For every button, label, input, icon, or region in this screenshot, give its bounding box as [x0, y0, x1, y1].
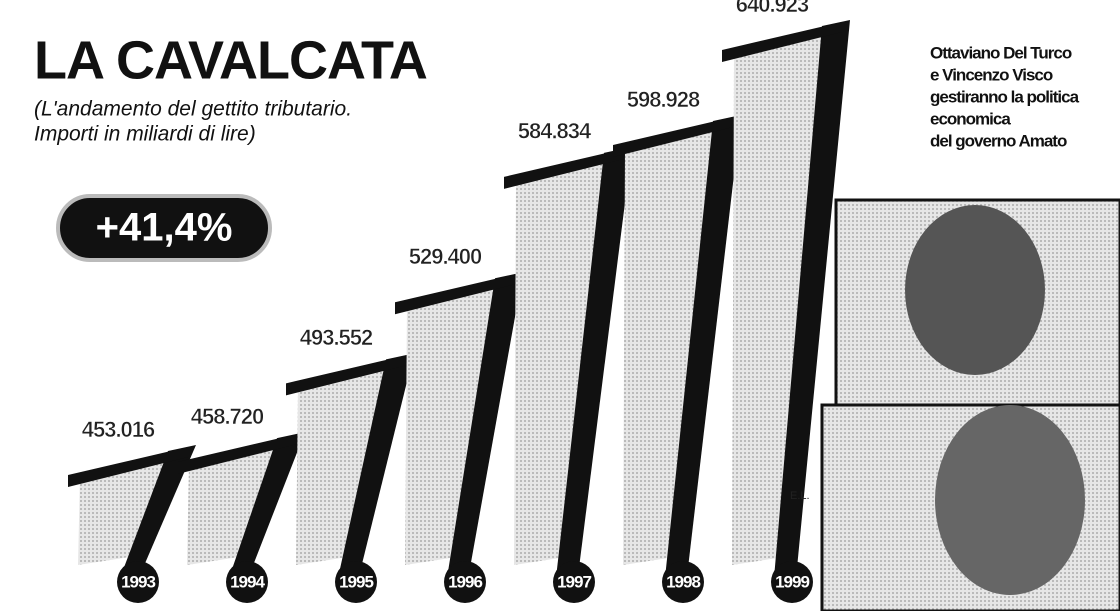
- x-tick-label: 1996: [448, 572, 482, 591]
- value-label: 529.400: [409, 244, 482, 269]
- caption-line: economica: [930, 109, 1011, 128]
- caption-line: del governo Amato: [930, 131, 1067, 150]
- value-label: 493.552: [300, 325, 373, 350]
- photo-figure: [905, 205, 1045, 375]
- credit: E.L.: [790, 490, 810, 502]
- chart: LA CAVALCATA (L'andamento del gettito tr…: [0, 0, 1120, 611]
- caption-line: gestiranno la politica: [930, 87, 1080, 106]
- caption-line: Ottaviano Del Turco: [930, 43, 1072, 62]
- x-tick-label: 1997: [557, 572, 591, 591]
- x-tick-label: 1999: [775, 572, 809, 591]
- subtitle: (L'andamento del gettito tributario.: [34, 98, 352, 121]
- value-label: 584.834: [518, 119, 592, 144]
- photo-figure: [935, 405, 1085, 595]
- subtitle: Importi in miliardi di lire): [34, 123, 256, 146]
- caption-line: e Vincenzo Visco: [930, 65, 1053, 84]
- x-tick-label: 1993: [121, 572, 155, 591]
- value-label: 453.016: [82, 417, 155, 442]
- value-label: 640.923: [736, 0, 809, 17]
- x-tick-label: 1994: [230, 572, 265, 591]
- value-label: 458.720: [191, 404, 264, 429]
- chart-title: LA CAVALCATA: [34, 30, 427, 90]
- x-tick-label: 1995: [339, 572, 373, 591]
- annotation: +41,4%: [96, 206, 233, 250]
- x-tick-label: 1998: [666, 572, 700, 591]
- value-label: 598.928: [627, 87, 700, 112]
- page: LA CAVALCATA (L'andamento del gettito tr…: [0, 0, 1120, 611]
